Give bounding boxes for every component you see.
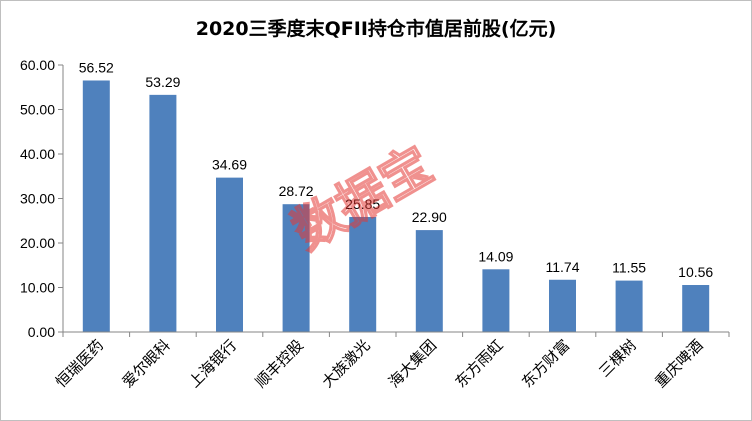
data-label: 11.55 bbox=[612, 260, 646, 276]
category-label: 爱尔眼科 bbox=[119, 336, 174, 391]
y-tick-label: 20.00 bbox=[20, 235, 55, 251]
bar bbox=[682, 285, 710, 332]
category-label: 东方雨虹 bbox=[452, 336, 507, 391]
data-label: 56.52 bbox=[79, 59, 114, 75]
bar bbox=[482, 269, 510, 332]
bar bbox=[216, 177, 243, 332]
data-label: 22.90 bbox=[412, 209, 447, 225]
category-label: 顺丰控股 bbox=[252, 336, 307, 391]
chart-title: 2020三季度末QFII持仓市值居前股(亿元) bbox=[196, 17, 557, 40]
y-tick-label: 60.00 bbox=[20, 57, 55, 73]
bar bbox=[349, 216, 377, 332]
data-label: 14.09 bbox=[478, 248, 513, 264]
category-label: 东方财富 bbox=[518, 336, 573, 391]
bar bbox=[149, 94, 177, 332]
category-label: 大族激光 bbox=[318, 336, 373, 391]
x-axis: 恒瑞医药 爱尔眼科 上海银行 顺丰控股 大族激光 海大集团 东方雨虹 东方财富 三棵树 重庆啤酒 bbox=[52, 331, 730, 391]
bar bbox=[282, 204, 310, 332]
y-axis: 0.00 10.00 20.00 30.00 40.00 50.00 60.00 bbox=[20, 57, 64, 340]
bars bbox=[82, 80, 710, 333]
bar bbox=[615, 280, 643, 332]
data-label: 25.85 bbox=[345, 196, 380, 212]
category-label: 重庆啤酒 bbox=[651, 336, 706, 391]
y-tick-label: 50.00 bbox=[20, 102, 55, 118]
category-label: 三棵树 bbox=[595, 336, 640, 381]
y-tick-label: 40.00 bbox=[20, 146, 55, 162]
category-label: 恒瑞医药 bbox=[52, 336, 107, 391]
data-label: 34.69 bbox=[212, 157, 247, 173]
y-tick-label: 10.00 bbox=[20, 280, 55, 296]
category-label: 海大集团 bbox=[385, 336, 440, 391]
y-tick-label: 0.00 bbox=[28, 324, 55, 340]
data-labels: 56.52 53.29 34.69 28.72 25.85 22.90 14.09 11.74… bbox=[79, 59, 714, 280]
data-label: 11.74 bbox=[546, 259, 580, 275]
bar bbox=[549, 279, 576, 332]
data-label: 53.29 bbox=[145, 74, 180, 90]
bar bbox=[82, 80, 110, 333]
data-label: 10.56 bbox=[678, 264, 713, 280]
data-label: 28.72 bbox=[279, 183, 314, 199]
category-label: 上海银行 bbox=[185, 336, 240, 391]
y-tick-label: 30.00 bbox=[20, 191, 55, 207]
bar bbox=[415, 230, 443, 332]
